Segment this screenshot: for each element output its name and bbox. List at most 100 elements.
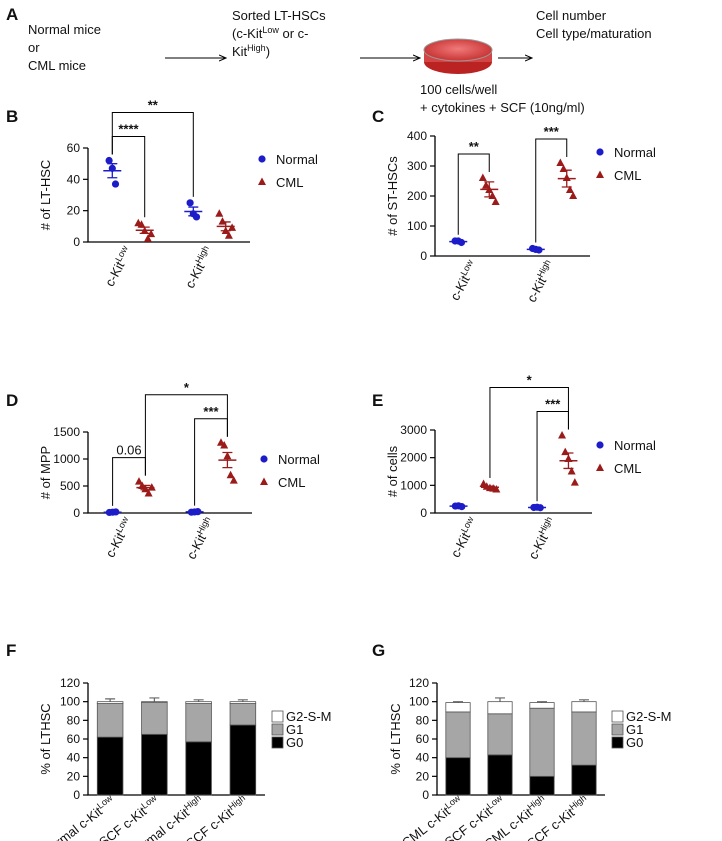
data-point: [478, 173, 487, 181]
error-bar: [139, 226, 150, 235]
error-bar: [105, 698, 116, 702]
legend-marker: [271, 723, 284, 736]
legend-label: G2-S-M: [286, 709, 332, 724]
superscript: Low: [262, 25, 279, 35]
data-point: [220, 441, 229, 449]
bar-segment: [96, 701, 124, 704]
legend-marker: [271, 736, 284, 749]
data-point: [135, 477, 143, 485]
error-bar: [188, 206, 199, 217]
error-bar: [484, 181, 495, 198]
legend-marker: [271, 710, 284, 723]
label-text: c-Kit: [447, 273, 473, 303]
legend-marker: [260, 455, 268, 463]
bar-segment: [571, 764, 597, 796]
legend-label: G0: [626, 735, 643, 750]
bar-segment: [96, 703, 124, 738]
x-tick-label: c-KitHigh: [524, 515, 559, 562]
bar-segment: [445, 757, 471, 796]
y-tick-label: 0: [73, 235, 80, 249]
label-text: c-Kit: [102, 530, 128, 560]
significance-bracket: [489, 387, 569, 478]
label-text: c-Kit: [525, 531, 551, 561]
label-text: c-Kit: [448, 530, 474, 560]
bar-segment: [185, 701, 212, 704]
bar-segment: [487, 754, 513, 796]
legend-marker: [258, 155, 266, 163]
data-point: [228, 223, 237, 231]
step-text-part: Cell number: [536, 8, 607, 23]
y-tick-label: 80: [416, 713, 430, 727]
significance-bracket: [457, 153, 490, 235]
step-text: Normal mice: [28, 22, 101, 37]
panel-label: D: [6, 391, 18, 410]
legend-label: Normal: [614, 438, 656, 453]
y-tick-label: 0: [73, 506, 80, 520]
y-tick-label: 0: [420, 506, 427, 520]
step-text: Cell number: [536, 8, 607, 23]
y-tick-label: 200: [407, 189, 427, 203]
legend-marker: [596, 170, 604, 178]
error-bar: [537, 701, 547, 703]
y-tick-label: 60: [67, 732, 81, 746]
data-point: [569, 191, 578, 199]
significance-label: ***: [545, 397, 561, 412]
step-text: 100 cells/well: [420, 82, 497, 97]
legend-marker: [611, 736, 624, 749]
significance-bracket: [535, 138, 568, 243]
y-tick-label: 0: [420, 249, 427, 263]
superscript: High: [195, 515, 213, 536]
label-text: c-Kit: [102, 259, 128, 289]
x-tick-label: c-KitLow: [101, 243, 135, 288]
data-point: [224, 231, 233, 239]
data-point: [215, 209, 224, 217]
bar-segment: [529, 775, 555, 796]
panel-label: E: [372, 391, 383, 410]
legend-marker: [596, 441, 604, 449]
error-bar: [495, 697, 505, 702]
y-tick-label: 0: [422, 788, 429, 802]
x-tick-label: c-KitLow: [447, 514, 481, 559]
data-point: [143, 234, 152, 242]
y-tick-label: 60: [67, 141, 81, 155]
bar-segment: [96, 736, 124, 796]
data-point: [492, 484, 501, 493]
bar-segment: [571, 701, 597, 713]
error-bar: [563, 452, 574, 470]
data-point: [144, 489, 153, 497]
significance-bracket: [111, 112, 194, 197]
x-tick-label: c-KitLow: [102, 514, 136, 559]
bar-segment: [229, 724, 257, 796]
significance-label: ***: [203, 404, 219, 419]
error-bar: [453, 701, 463, 703]
significance-label: **: [148, 98, 159, 113]
data-point: [111, 180, 120, 188]
y-tick-label: 1000: [400, 478, 427, 492]
bar-segment: [445, 711, 471, 759]
label-text: c-Kit: [184, 531, 210, 561]
step-text-part: or c-: [279, 26, 309, 41]
step-text-part: Cell type/maturation: [536, 26, 652, 41]
legend-label: Normal: [278, 452, 320, 467]
step-text-part: + cytokines + SCF (10ng/ml): [420, 100, 585, 115]
step-text: + cytokines + SCF (10ng/ml): [420, 100, 585, 115]
y-tick-label: 300: [407, 159, 427, 173]
error-bar: [579, 699, 589, 702]
legend-label: G2-S-M: [626, 709, 672, 724]
panel-label: A: [6, 5, 18, 24]
step-text: (c-KitLow or c-: [232, 25, 308, 41]
y-tick-label: 80: [67, 713, 81, 727]
significance-bracket: [536, 411, 569, 502]
y-tick-label: 120: [409, 676, 429, 690]
data-point: [556, 158, 565, 166]
legend-marker: [596, 463, 604, 471]
significance-label: ***: [544, 124, 560, 139]
step-text-part: Sorted LT-HSCs: [232, 8, 326, 23]
legend-label: G1: [286, 722, 303, 737]
bar-segment: [487, 713, 513, 756]
y-tick-label: 20: [67, 204, 81, 218]
y-tick-label: 500: [60, 479, 80, 493]
label-text: Normal c-Kit: [39, 803, 105, 841]
significance-label: 0.06: [116, 443, 141, 458]
step-text: Cell type/maturation: [536, 26, 652, 41]
